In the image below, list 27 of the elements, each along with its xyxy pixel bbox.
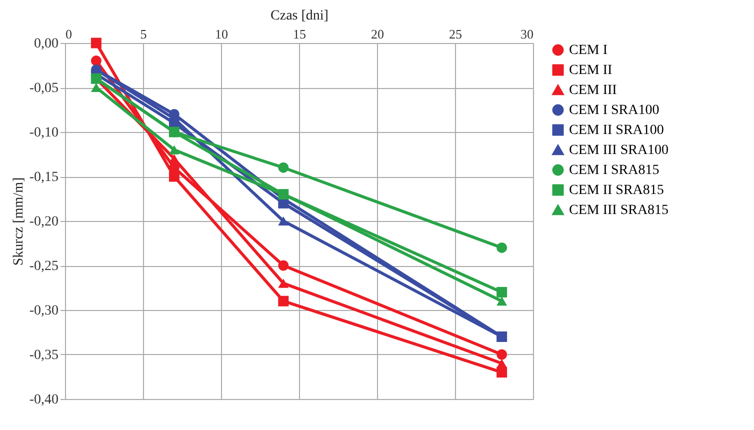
y-tick-label: -0,10	[29, 126, 58, 140]
legend-label: CEM I SRA815	[569, 163, 660, 178]
legend-label: CEM III	[569, 83, 618, 98]
y-tick-label: -0,15	[29, 170, 58, 185]
x-tick-label: 10	[215, 26, 228, 42]
y-tick-label: -0,35	[29, 348, 58, 363]
legend-label: CEM I	[569, 43, 608, 58]
legend-label: CEM II	[569, 63, 612, 78]
x-tick-label: 5	[140, 26, 147, 42]
legend-label: CEM III SRA815	[569, 203, 669, 218]
legend-label: CEM III SRA100	[569, 143, 669, 158]
x-tick-label: 15	[293, 26, 306, 42]
y-tick-label: -0,30	[29, 304, 58, 318]
y-axis-title: Skurcz [mm/m]	[11, 177, 26, 266]
y-tick-label: -0,40	[29, 392, 58, 408]
y-tick-label: -0,25	[29, 259, 58, 274]
legend-label: CEM II SRA815	[569, 183, 664, 198]
legend-label: CEM I SRA100	[569, 103, 660, 118]
x-tick-label: 0	[66, 26, 72, 42]
x-axis-title: Czas [dni]	[270, 8, 328, 24]
y-tick-label: -0,05	[29, 81, 58, 96]
y-tick-label: 0,00	[34, 36, 58, 52]
y-tick-label: -0,20	[29, 214, 58, 230]
x-tick-label: 20	[371, 26, 384, 42]
x-tick-label: 25	[449, 26, 462, 42]
legend-label: CEM II SRA100	[569, 123, 664, 138]
x-tick-label: 30	[520, 26, 534, 42]
